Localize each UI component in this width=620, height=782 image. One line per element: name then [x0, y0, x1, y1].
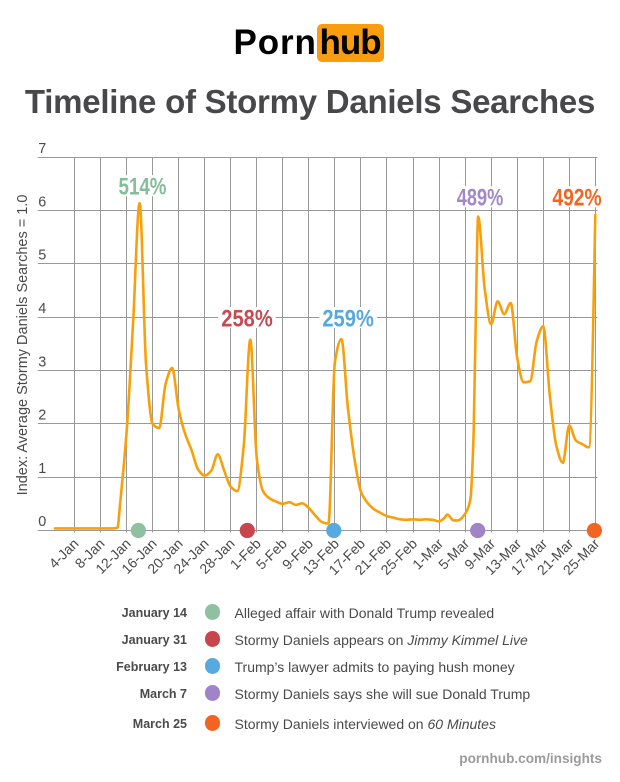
svg-text:514%: 514% — [119, 172, 167, 200]
svg-text:4: 4 — [38, 301, 46, 317]
svg-text:0: 0 — [38, 514, 46, 530]
svg-text:489%: 489% — [457, 184, 503, 211]
svg-text:259%: 259% — [322, 305, 374, 332]
svg-text:3: 3 — [38, 354, 46, 370]
svg-text:5: 5 — [38, 248, 46, 264]
svg-text:1: 1 — [38, 461, 46, 477]
svg-text:492%: 492% — [552, 184, 601, 212]
svg-text:2: 2 — [38, 408, 46, 424]
svg-text:Index: Average Stormy Daniels: Index: Average Stormy Daniels Searches =… — [15, 195, 31, 496]
svg-text:6: 6 — [38, 194, 46, 210]
svg-text:258%: 258% — [221, 305, 273, 332]
svg-text:7: 7 — [38, 141, 46, 157]
